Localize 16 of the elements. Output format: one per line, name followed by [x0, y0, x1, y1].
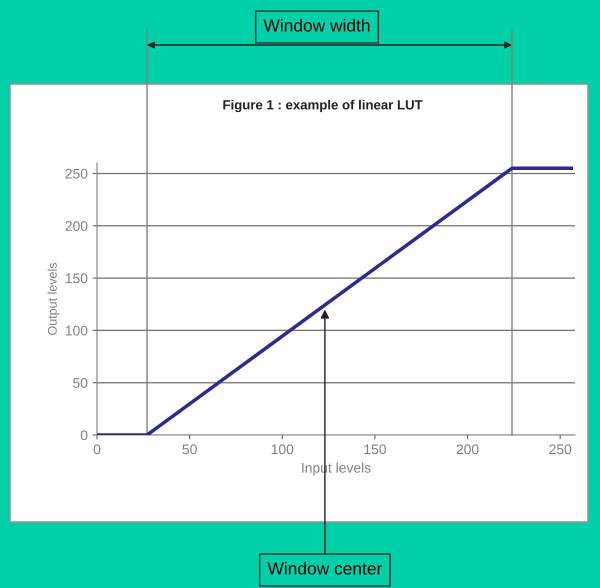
y-tick-label: 250: [66, 168, 88, 179]
x-tick-label: 150: [364, 444, 386, 454]
x-tick-label: 200: [456, 444, 479, 454]
text: Window width: [264, 18, 370, 32]
y-axis-title: Output levels: [48, 262, 60, 335]
chart-title: Figure 1 : example of linear LUT: [223, 100, 423, 112]
y-tick-label: 50: [73, 378, 88, 388]
annotation: Window center: [268, 562, 382, 575]
x-tick-label: 50: [182, 444, 197, 454]
x-tick-label: 100: [272, 444, 294, 454]
y-tick-label: 0: [80, 430, 88, 440]
x-tick-label: 0: [94, 444, 100, 454]
y-tick-label: 200: [66, 221, 88, 231]
y-tick-label: 100: [66, 326, 88, 336]
x-tick-label: 250: [549, 444, 572, 454]
y-tick-label: 150: [66, 273, 88, 284]
